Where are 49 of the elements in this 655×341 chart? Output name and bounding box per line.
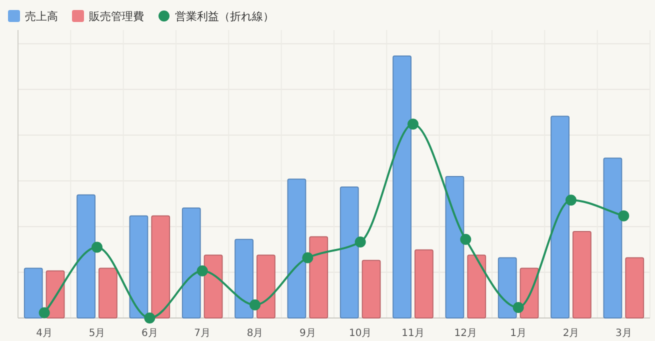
- bar: [625, 257, 644, 318]
- bar: [24, 268, 43, 318]
- x-tick-label: 10月: [348, 328, 372, 339]
- bar: [256, 254, 276, 318]
- x-tick-label: 11月: [402, 328, 424, 339]
- bar: [414, 249, 434, 318]
- bar: [151, 215, 170, 318]
- point: [92, 242, 102, 253]
- point: [354, 236, 366, 248]
- x-tick-label: 12月: [454, 328, 478, 339]
- point: [512, 302, 524, 314]
- bar: [309, 236, 328, 318]
- legend-label: 販売管理費: [89, 10, 144, 23]
- bar: [204, 254, 223, 318]
- bar: [445, 176, 464, 318]
- bar: [572, 231, 592, 318]
- bar: [392, 56, 412, 318]
- bar: [362, 260, 381, 318]
- x-tick-label: 2月: [562, 328, 580, 339]
- x-tick-label: 8月: [246, 328, 264, 339]
- point: [250, 299, 260, 310]
- x-tick-label: 7月: [194, 328, 211, 339]
- bar: [129, 215, 148, 318]
- point: [460, 234, 472, 245]
- x-tick-label: 5月: [88, 328, 106, 339]
- bar: [498, 257, 517, 318]
- point: [408, 118, 418, 130]
- point: [38, 307, 50, 318]
- bar: [98, 268, 118, 318]
- point: [566, 194, 576, 206]
- bar: [603, 158, 622, 318]
- x-tick-label: 1月: [510, 328, 527, 339]
- x-tick-label: 4月: [36, 328, 53, 339]
- x-tick-label: 9月: [299, 328, 316, 339]
- legend-label: 売上高: [25, 10, 58, 23]
- bar: [234, 238, 254, 318]
- point: [196, 265, 208, 276]
- point: [302, 252, 314, 264]
- point: [144, 312, 156, 324]
- x-tick-label: 3月: [615, 328, 632, 339]
- bar: [467, 254, 486, 318]
- bar: [287, 178, 306, 318]
- point: [618, 210, 630, 222]
- legend-label: 営業利益（折れ線）: [175, 10, 274, 23]
- bar: [182, 207, 201, 318]
- bar: [550, 116, 570, 318]
- bar: [340, 186, 359, 318]
- x-tick-label: 6月: [141, 328, 158, 339]
- bar: [76, 194, 96, 318]
